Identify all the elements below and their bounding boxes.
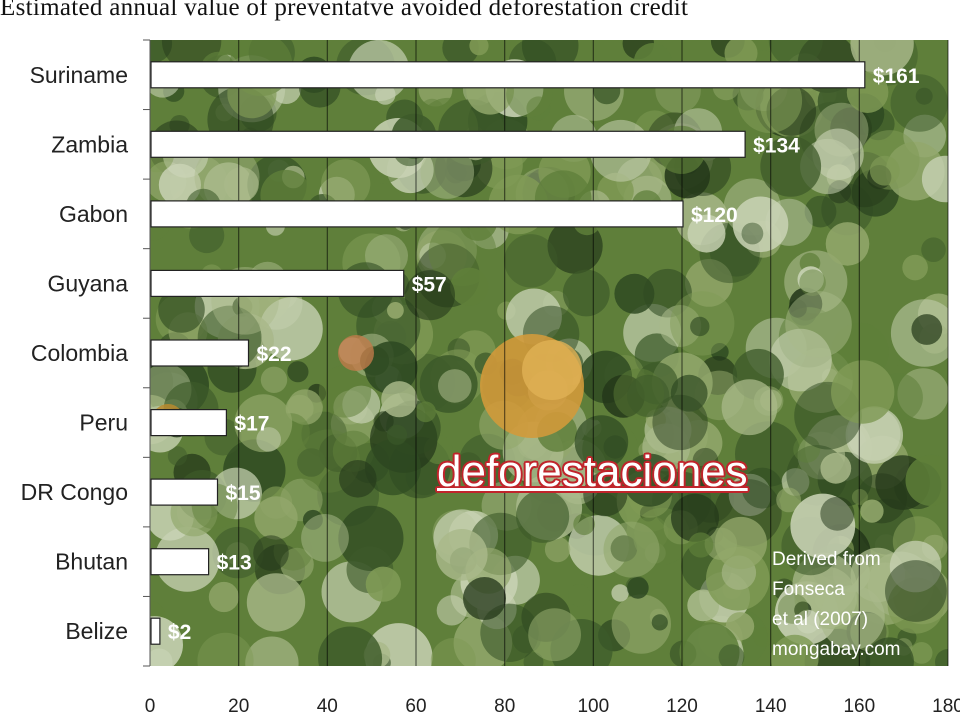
bars: $161 $134 $120 $57 $22 $17 $15 $13 $2 <box>150 61 920 645</box>
x-tick-label: 20 <box>228 696 249 717</box>
bar-zambia <box>150 130 746 158</box>
x-tick-label: 160 <box>843 696 875 717</box>
value-label: $134 <box>753 134 800 157</box>
category-label: Bhutan <box>55 549 128 575</box>
credit-line: Derived from <box>772 549 881 570</box>
bar-belize <box>150 617 161 645</box>
y-axis <box>143 39 151 667</box>
bar-guyana <box>150 269 405 297</box>
x-tick-label: 100 <box>577 696 609 717</box>
x-tick-label: 120 <box>666 696 698 717</box>
value-label: $15 <box>226 482 261 505</box>
x-tick-label: 180 <box>932 696 960 717</box>
category-label: Zambia <box>51 131 128 157</box>
category-label: Gabon <box>59 201 128 227</box>
category-label: Peru <box>79 410 128 436</box>
category-label: Suriname <box>30 62 128 88</box>
value-label: $2 <box>168 621 191 644</box>
x-tick-label: 140 <box>755 696 787 717</box>
category-label: DR Congo <box>21 479 128 505</box>
x-tick-labels: 0 20 40 60 80 100 120 140 160 180 <box>145 696 960 717</box>
value-label: $13 <box>217 552 252 575</box>
bar-suriname <box>150 61 866 89</box>
bar-bhutan <box>150 548 210 576</box>
credit-line: Fonseca <box>772 579 845 600</box>
category-label: Guyana <box>47 270 128 296</box>
value-label: $161 <box>873 65 920 88</box>
category-labels: Suriname Zambia Gabon Guyana Colombia Peru DR … <box>21 62 129 644</box>
bar-gabon <box>150 200 684 228</box>
value-label: $120 <box>691 204 738 227</box>
x-tick-label: 0 <box>145 696 156 717</box>
value-label: $22 <box>257 343 292 366</box>
source-credit: Derived from Fonseca et al (2007) mongabay.… <box>772 549 901 660</box>
chart-title: Estimated annual value of preventatve av… <box>0 0 689 21</box>
x-tick-label: 40 <box>317 696 338 717</box>
value-label: $57 <box>412 273 447 296</box>
bar-colombia <box>150 339 250 367</box>
bar-peru <box>150 409 228 437</box>
x-tick-label: 80 <box>494 696 515 717</box>
credit-line: mongabay.com <box>772 639 901 660</box>
overlay-watermark-text: deforestaciones <box>437 447 748 496</box>
x-tick-label: 60 <box>405 696 426 717</box>
value-label: $17 <box>234 413 269 436</box>
category-label: Colombia <box>31 340 128 366</box>
credit-line: et al (2007) <box>772 609 868 630</box>
category-label: Belize <box>65 618 128 644</box>
bar-dr-congo <box>150 478 219 506</box>
